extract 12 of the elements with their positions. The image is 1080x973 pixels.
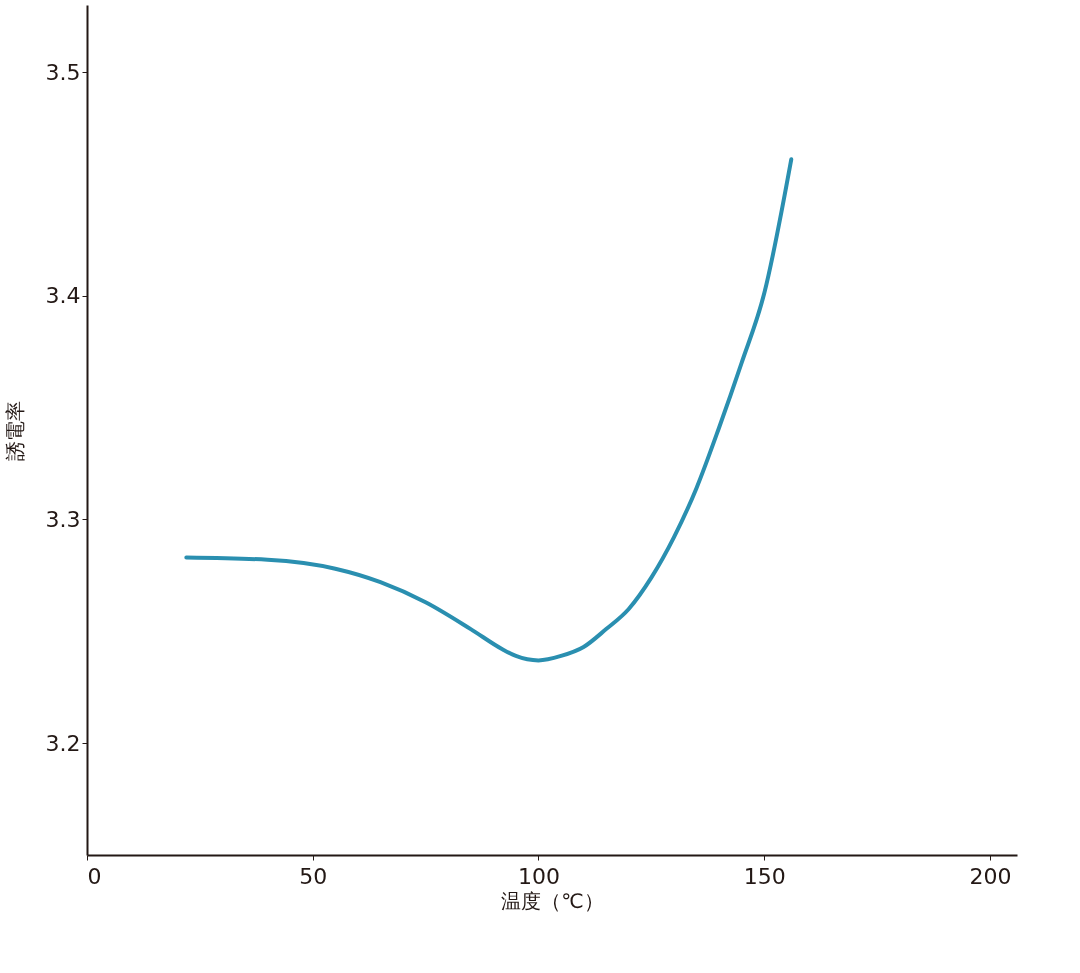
x-axis-title: 温度（℃） <box>501 888 604 913</box>
x-tick-label: 100 <box>517 863 560 889</box>
x-tick-label: 150 <box>743 863 786 889</box>
y-tick-label: 3.2 <box>45 730 81 756</box>
x-tick-label: 0 <box>87 863 102 889</box>
y-tick-label: 3.4 <box>45 283 81 309</box>
y-tick-label: 3.3 <box>45 506 81 532</box>
x-tick-label: 200 <box>969 863 1012 889</box>
x-tick-label: 50 <box>299 863 328 889</box>
y-axis-title: 誘電率 <box>2 400 27 461</box>
y-tick-label: 3.5 <box>45 59 81 85</box>
line-series <box>184 157 794 663</box>
